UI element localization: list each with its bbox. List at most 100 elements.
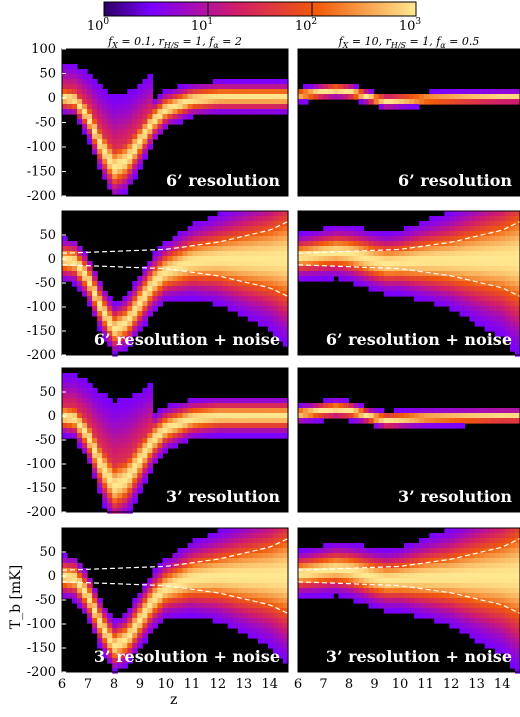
heatmap-cell [388,548,395,554]
heatmap-cell [167,114,174,120]
heatmap-cell [222,613,229,619]
heatmap-cell [303,256,309,262]
heatmap-cell [272,321,279,327]
heatmap-cell [117,648,123,654]
heatmap-cell [162,251,168,257]
heatmap-cell [449,568,455,574]
heatmap-cell [202,246,209,252]
heatmap-cell [222,543,229,549]
heatmap-cell [378,558,385,564]
heatmap-cell [469,553,476,559]
heatmap-cell [308,89,314,95]
heatmap-cell [102,164,108,170]
heatmap-cell [267,433,274,439]
heatmap-cell [197,598,204,604]
heatmap-cell [127,433,133,439]
heatmap-cell [298,276,304,282]
heatmap-cell [388,573,395,579]
heatmap-cell [87,588,93,594]
heatmap-cell [262,94,269,100]
heatmap-cell [247,538,254,544]
heatmap-cell [202,276,209,282]
heatmap-cell [499,326,506,332]
heatmap-cell [127,423,133,429]
heatmap-cell [494,94,501,100]
heatmap-cell [127,109,133,115]
heatmap-cell [132,296,138,302]
heatmap-cell [177,246,184,252]
heatmap-cell [97,628,103,634]
heatmap-cell [409,246,415,252]
heatmap-cell [323,578,329,584]
heatmap-cell [464,618,471,624]
heatmap-cell [77,408,83,414]
heatmap-cell [283,296,289,302]
heatmap-cell [464,533,471,539]
heatmap-cell [207,543,214,549]
heatmap-cell [182,266,189,272]
heatmap-cell [504,613,511,619]
heatmap-cell [102,104,108,110]
heatmap-cell [202,413,209,419]
heatmap-cell [197,568,204,574]
heatmap-cell [323,403,329,409]
heatmap-cell [102,321,108,327]
heatmap-cell [212,236,219,242]
heatmap-cell [172,256,179,262]
heatmap-cell [82,69,88,75]
heatmap-cell [454,271,460,277]
heatmap-cell [227,301,234,307]
heatmap-cell [509,89,516,95]
heatmap-cell [127,443,133,449]
heatmap-cell [232,623,239,629]
heatmap-cell [393,553,400,559]
heatmap-cell [303,418,309,424]
heatmap-cell [182,94,189,100]
y-tick-label: -100 [27,457,56,472]
heatmap-cell [132,94,138,100]
heatmap-cell [262,236,269,242]
heatmap-cell [404,251,410,257]
heatmap-cell [303,578,309,584]
heatmap-cell [474,306,481,312]
heatmap-cell [222,563,229,569]
heatmap-cell [278,104,284,110]
heatmap-cell [117,104,123,110]
heatmap-cell [283,418,289,424]
heatmap-cell [62,593,68,599]
heatmap-cell [207,538,214,544]
heatmap-cell [509,251,516,257]
heatmap-cell [429,598,435,604]
heatmap-cell [177,563,184,569]
heatmap-cell [132,326,138,332]
heatmap-cell [515,543,520,549]
heatmap-cell [464,613,471,619]
heatmap-cell [343,261,349,267]
heatmap-cell [222,231,229,237]
heatmap-cell [378,99,385,105]
heatmap-cell [142,266,148,272]
heatmap-cell [429,246,435,252]
heatmap-cell [107,488,113,494]
heatmap-cell [112,351,118,357]
heatmap-cell [378,266,385,272]
heatmap-cell [102,468,108,474]
heatmap-cell [202,231,209,237]
heatmap-cell [499,628,506,634]
heatmap-cell [232,276,239,282]
heatmap-cell [112,104,118,110]
heatmap-cell [197,563,204,569]
heatmap-cell [247,613,254,619]
heatmap-cell [484,251,491,257]
heatmap-cell [242,603,249,609]
heatmap-cell [182,433,189,439]
heatmap-cell [298,94,304,100]
heatmap-cell [142,598,148,604]
heatmap-cell [313,276,319,282]
heatmap-cell [157,438,163,444]
heatmap-cell [434,568,440,574]
heatmap-cell [308,593,314,599]
heatmap-cell [222,558,229,564]
heatmap-cell [127,174,133,180]
heatmap-cell [177,403,184,409]
